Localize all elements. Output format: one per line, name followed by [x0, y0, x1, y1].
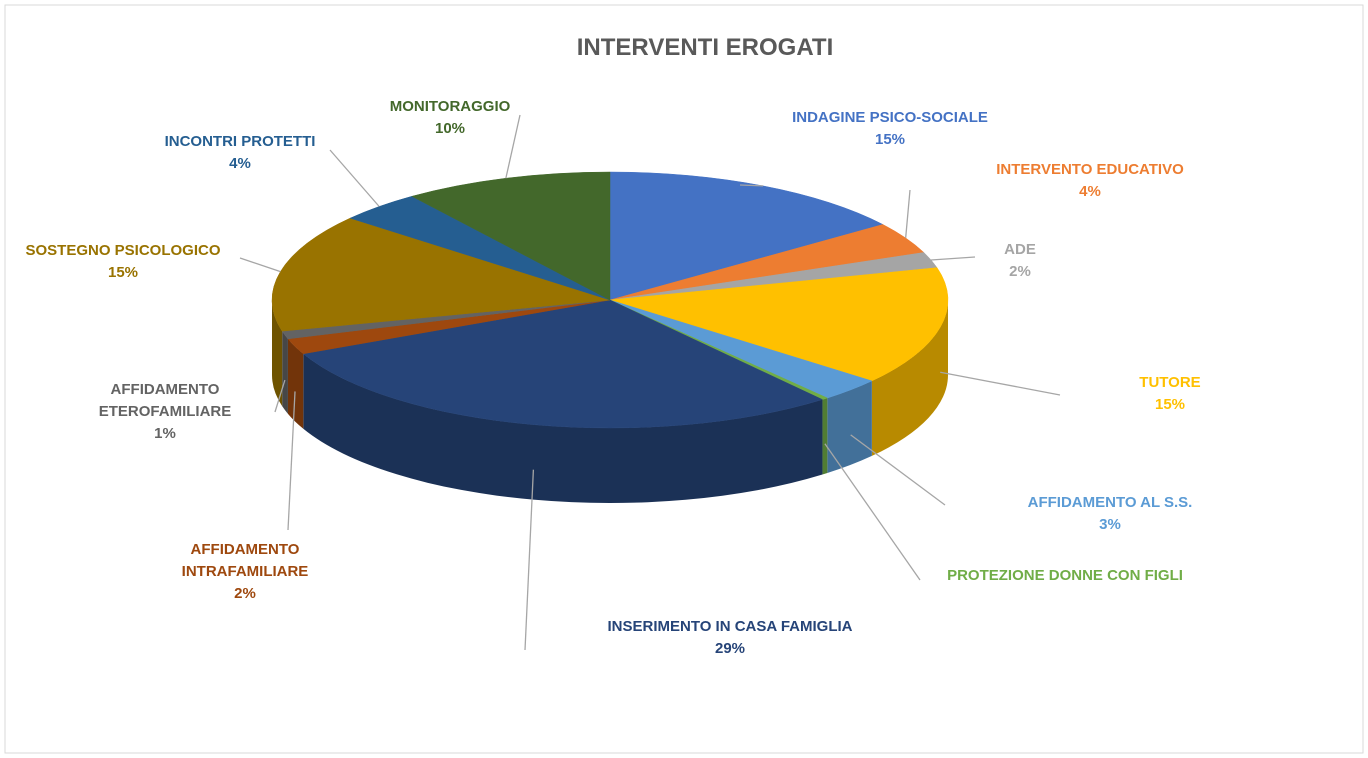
- value-label: 2%: [1009, 263, 1031, 280]
- slice-side: [272, 300, 283, 407]
- category-label: AFFIDAMENTO INTRAFAMILIARE: [181, 541, 309, 580]
- leader-line: [287, 391, 296, 531]
- value-label: 15%: [107, 264, 139, 281]
- slice-side: [287, 338, 304, 429]
- data-label: MONITORAGGIO 10%: [360, 96, 540, 140]
- category-label: SOSTEGNO PSICOLOGICO: [25, 242, 221, 259]
- category-label: INDAGINE PSICO-SOCIALE: [792, 109, 988, 126]
- data-label: SOSTEGNO PSICOLOGICO 15%: [0, 240, 246, 284]
- data-label: TUTORE 15%: [1110, 372, 1230, 416]
- data-label: PROTEZIONE DONNE CON FIGLI: [920, 565, 1210, 587]
- category-label: ADE: [1004, 241, 1036, 258]
- data-label: INCONTRI PROTETTI 4%: [130, 131, 350, 175]
- leader-line: [739, 184, 764, 187]
- slice: [302, 299, 824, 429]
- slice-side: [871, 300, 948, 456]
- chart-title: INTERVENTI EROGATI: [576, 34, 834, 61]
- value-label: 15%: [874, 131, 906, 148]
- value-label: 29%: [714, 640, 746, 657]
- category-label: AFFIDAMENTO ETEROFAMILIARE: [98, 381, 232, 420]
- value-label: 2%: [234, 585, 256, 602]
- category-label: MONITORAGGIO: [389, 98, 511, 115]
- leader-line: [274, 379, 286, 413]
- chart-frame: [4, 4, 1364, 754]
- data-label: INDAGINE PSICO-SOCIALE 15%: [760, 107, 1020, 151]
- slice-side: [282, 331, 288, 414]
- slice: [609, 267, 949, 382]
- data-label: AFFIDAMENTO AL S.S. 3%: [990, 492, 1230, 536]
- slice-side: [822, 398, 828, 475]
- leader-line: [524, 469, 535, 651]
- category-label: INCONTRI PROTETTI: [164, 133, 316, 150]
- value-label: 3%: [1099, 516, 1121, 533]
- leader-line: [931, 256, 976, 261]
- leader-line: [905, 189, 911, 239]
- leader-line: [850, 434, 946, 506]
- leader-line: [239, 257, 281, 273]
- slice: [271, 217, 611, 332]
- category-label: INTERVENTO EDUCATIVO: [996, 161, 1184, 178]
- slice: [411, 171, 611, 301]
- category-label: TUTORE: [1139, 374, 1201, 391]
- data-label: INSERIMENTO IN CASA FAMIGLIA 29%: [560, 616, 900, 660]
- data-label: ADE 2%: [980, 239, 1060, 283]
- value-label: 1%: [154, 425, 176, 442]
- slice-side: [303, 353, 823, 504]
- value-label: 15%: [1154, 396, 1186, 413]
- data-label: INTERVENTO EDUCATIVO 4%: [960, 159, 1220, 203]
- data-label: AFFIDAMENTO INTRAFAMILIARE 2%: [160, 539, 330, 605]
- data-label: AFFIDAMENTO ETEROFAMILIARE 1%: [80, 379, 250, 445]
- leader-line: [824, 443, 921, 581]
- category-label: INSERIMENTO IN CASA FAMIGLIA: [607, 618, 853, 635]
- value-label: 4%: [1079, 183, 1101, 200]
- leader-line: [329, 149, 380, 207]
- value-label: 4%: [229, 155, 251, 172]
- category-label: PROTEZIONE DONNE CON FIGLI: [947, 567, 1183, 584]
- leader-line: [940, 371, 1061, 396]
- value-label: 10%: [434, 120, 466, 137]
- category-label: AFFIDAMENTO AL S.S.: [1027, 494, 1193, 511]
- leader-line: [505, 114, 521, 179]
- slice-side: [827, 380, 872, 474]
